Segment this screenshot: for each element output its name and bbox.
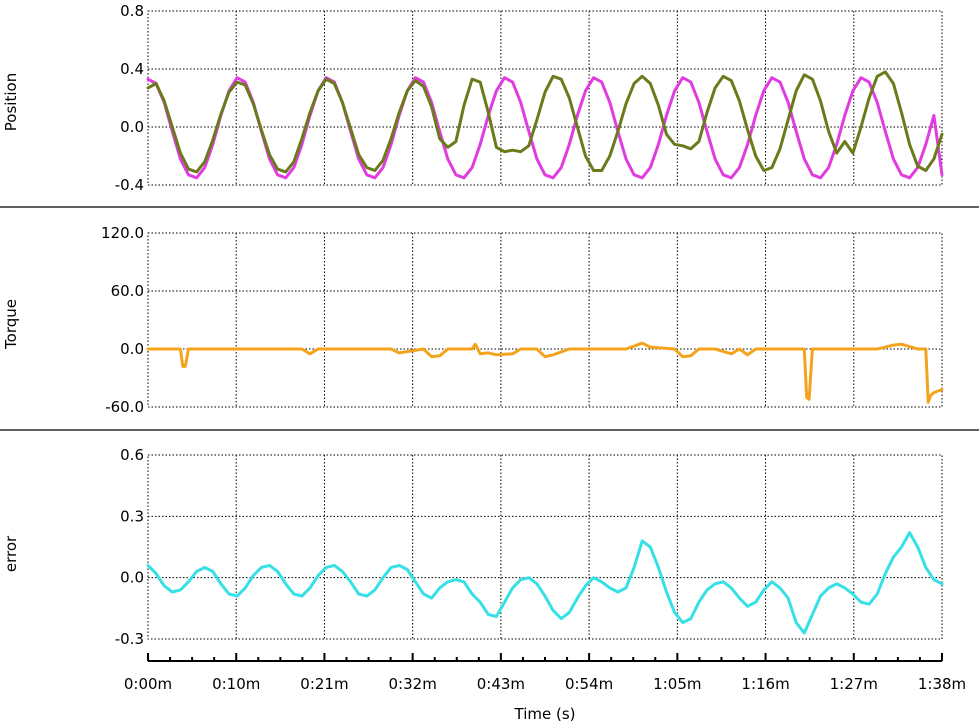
time-x-tick-label: 0:21m <box>300 675 348 693</box>
time-x-tick-label: 0:10m <box>212 675 260 693</box>
position-panel: 0.8 0.4 0.0 -0.4 Position <box>2 2 944 194</box>
position-y-axis-title: Position <box>2 73 20 131</box>
error-grid <box>147 454 943 640</box>
time-axis-line <box>147 653 943 662</box>
time-x-tick-label: 1:27m <box>830 675 878 693</box>
time-x-tick-label: 1:16m <box>741 675 789 693</box>
plot-frame <box>147 454 943 640</box>
torque-series <box>146 341 944 404</box>
torque-y-ticks: 120.0 60.0 0.0 -60.0 <box>101 224 144 416</box>
time-x-axis: 0:00m 0:10m 0:21m 0:32m 0:43m 0:54m 1:05… <box>124 653 966 723</box>
position-y-ticks: 0.8 0.4 0.0 -0.4 <box>115 2 144 194</box>
position-y-tick-label: 0.4 <box>120 60 144 78</box>
position-y-tick-label: 0.0 <box>120 118 144 136</box>
torque-panel: 120.0 60.0 0.0 -60.0 Torque <box>2 224 944 416</box>
error-y-axis-title: error <box>2 535 20 572</box>
error-y-tick-label: -0.3 <box>115 630 144 648</box>
time-x-tick-label: 0:43m <box>477 675 525 693</box>
time-x-tick-label: 1:05m <box>653 675 701 693</box>
panel-dividers <box>0 206 979 431</box>
error-series <box>146 531 944 635</box>
series-line-1 <box>146 341 944 404</box>
torque-y-tick-label: 120.0 <box>101 224 144 242</box>
torque-y-tick-label: -60.0 <box>105 398 144 416</box>
error-y-ticks: 0.6 0.3 0.0 -0.3 <box>115 446 144 648</box>
torque-y-tick-label: 0.0 <box>120 340 144 358</box>
series-line-1 <box>146 531 944 635</box>
torque-y-tick-label: 60.0 <box>111 282 144 300</box>
error-y-tick-label: 0.0 <box>120 569 144 587</box>
position-series <box>146 70 944 180</box>
time-x-tick-label: 0:54m <box>565 675 613 693</box>
series-line-1 <box>146 76 944 180</box>
position-y-tick-label: -0.4 <box>115 176 144 194</box>
position-grid <box>147 10 943 186</box>
time-x-axis-title: Time (s) <box>514 705 576 723</box>
series-line-2 <box>146 70 944 174</box>
error-y-tick-label: 0.3 <box>120 507 144 525</box>
time-x-tick-label: 1:38m <box>918 675 966 693</box>
error-panel: 0.6 0.3 0.0 -0.3 error <box>2 446 944 648</box>
error-y-tick-label: 0.6 <box>120 446 144 464</box>
torque-grid <box>147 232 943 408</box>
plot-frame <box>147 232 943 408</box>
time-x-tick-label: 0:00m <box>124 675 172 693</box>
position-y-tick-label: 0.8 <box>120 2 144 20</box>
time-x-tick-label: 0:32m <box>389 675 437 693</box>
plot-frame <box>147 10 943 186</box>
torque-y-axis-title: Torque <box>2 299 20 350</box>
